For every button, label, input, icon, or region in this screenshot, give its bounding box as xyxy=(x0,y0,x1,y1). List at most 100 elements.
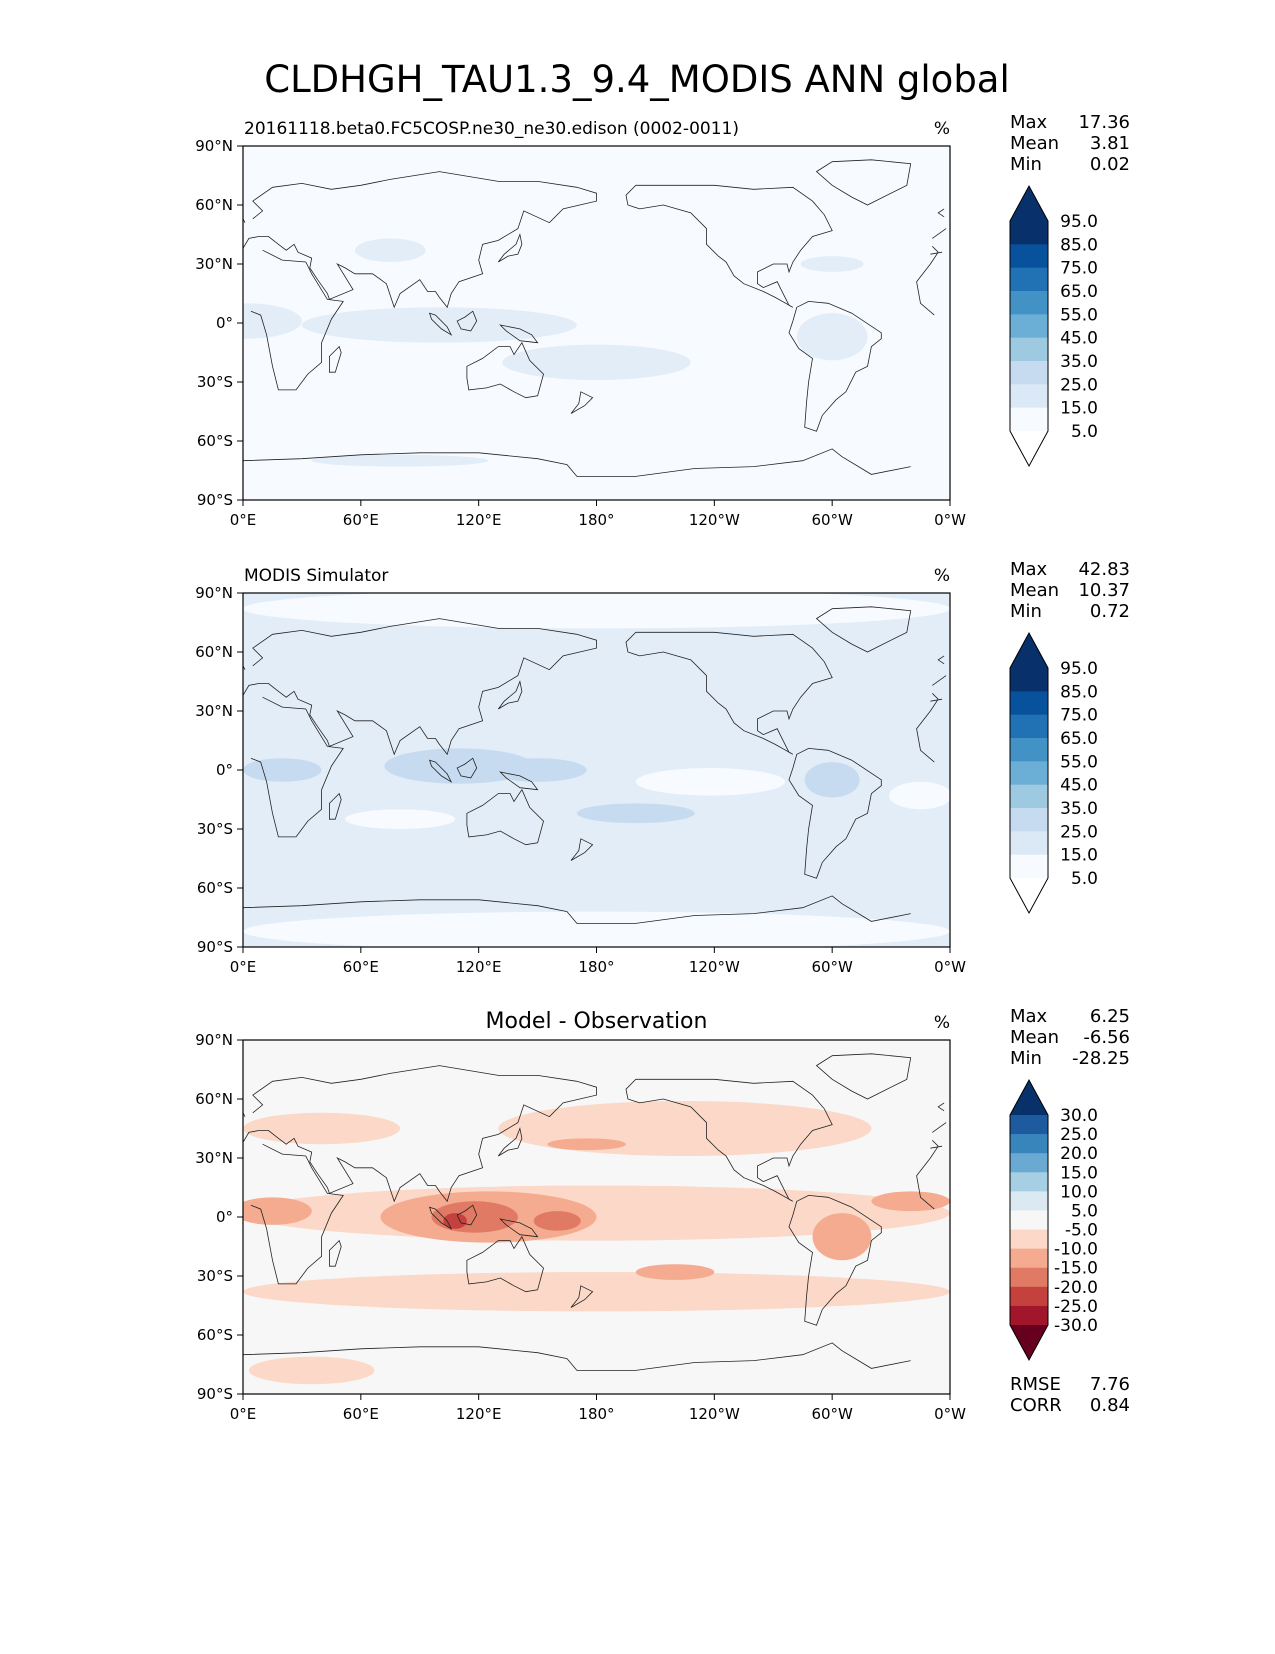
colorbar-tick-label: 85.0 xyxy=(1060,682,1098,702)
coastlines xyxy=(243,159,947,477)
eurasia-coastline-1 xyxy=(932,675,947,686)
page-title: CLDHGH_TAU1.3_9.4_MODIS ANN global xyxy=(264,58,1010,101)
colorbar-segment-2 xyxy=(1010,244,1048,269)
eurasia-coastline-2 xyxy=(243,618,597,756)
new-guinea-coastline xyxy=(499,324,539,344)
x-tick-label: 60°W xyxy=(811,958,853,976)
contour-region-7 xyxy=(311,454,489,467)
x-tick-label: 60°E xyxy=(343,1405,379,1423)
panel-title: MODIS Simulator xyxy=(244,566,388,586)
colorbar-segment-1 xyxy=(1010,221,1048,245)
colorbar: 30.025.020.015.010.05.0-5.0-10.0-15.0-20… xyxy=(1009,1078,1098,1362)
south-america-coastline xyxy=(788,1194,882,1326)
uk-coastline-3 xyxy=(937,208,945,218)
australia-coastline xyxy=(466,1235,544,1293)
y-tick-label: 0° xyxy=(216,314,233,332)
eurasia-coastline-3 xyxy=(932,246,939,253)
africa-coastline-2 xyxy=(250,249,344,391)
eurasia-coastline-2 xyxy=(243,171,597,309)
north-america-coastline xyxy=(625,1078,833,1202)
colorbar-segment-3 xyxy=(1010,267,1048,292)
australia-coastline xyxy=(466,788,544,846)
antarctica-coastline-1 xyxy=(243,1342,911,1371)
x-tick-label: 60°W xyxy=(811,511,853,529)
eurasia-coastline-1 xyxy=(932,228,947,239)
y-tick-label: 60°S xyxy=(197,432,233,450)
colorbar-under-extension xyxy=(1010,878,1048,913)
x-tick-label: 0°W xyxy=(934,1405,966,1423)
uk-coastline-3 xyxy=(937,655,945,665)
africa-coastline-3 xyxy=(916,698,939,763)
new-guinea-coastline xyxy=(499,1218,539,1238)
x-tick-label: 0°E xyxy=(230,1405,257,1423)
colorbar-tick-label: 15.0 xyxy=(1060,399,1098,419)
map-panel-3: Model - Observation % 0°E 60°E 120°E 180° 120°… xyxy=(195,1006,1130,1423)
x-tick-label: 120°W xyxy=(689,511,740,529)
antarctica-coastline-1 xyxy=(243,895,911,924)
colorbar-over-extension xyxy=(1010,1080,1048,1115)
x-tick-label: 180° xyxy=(578,511,614,529)
colorbar-segment-1 xyxy=(1010,1115,1048,1135)
colorbar: 95.0 85.0 75.0 65.0 55.0 45.0 35.0 25.0 15.0 5.0 xyxy=(1009,184,1098,468)
africa-coastline-2 xyxy=(250,1143,344,1285)
x-tick-label: 0°E xyxy=(230,511,257,529)
colorbar-outline xyxy=(1009,184,1049,468)
y-tick-label: 60°N xyxy=(195,1090,233,1108)
japan-coastline xyxy=(497,1127,523,1157)
colorbar-segment-8 xyxy=(1010,384,1048,409)
africa-coastline-3 xyxy=(916,1145,939,1210)
colorbar-segment-7 xyxy=(1010,1229,1048,1250)
stat-label-max: Max xyxy=(1010,559,1048,580)
y-tick-label: 30°S xyxy=(197,1267,233,1285)
y-tick-label: 90°N xyxy=(195,137,233,155)
y-tick-label: 30°S xyxy=(197,820,233,838)
new-zealand-coastline xyxy=(570,391,594,414)
contour-region-6 xyxy=(243,1197,312,1225)
colorbar-tick-label: 95.0 xyxy=(1060,659,1098,679)
x-tick-label: 0°E xyxy=(230,958,257,976)
colorbar-segment-3 xyxy=(1010,1153,1048,1173)
greenland-coastline xyxy=(815,159,912,206)
colorbar-tick-label: 75.0 xyxy=(1060,706,1098,726)
colorbar-segment-8 xyxy=(1010,1248,1048,1269)
colorbar-segment-3 xyxy=(1010,714,1048,739)
stat-value-max: 17.36 xyxy=(1078,112,1130,133)
colorbar-segment-5 xyxy=(1010,761,1048,786)
y-tick-label: 30°N xyxy=(195,702,233,720)
y-tick-label: 60°S xyxy=(197,1326,233,1344)
contour-region-9 xyxy=(871,1191,950,1212)
x-tick-label: 60°E xyxy=(343,511,379,529)
colorbar-tick-label: -20.0 xyxy=(1054,1278,1098,1298)
colorbar-segment-9 xyxy=(1010,854,1048,879)
borneo-coastline xyxy=(456,310,478,332)
stat-label-min: Min xyxy=(1010,154,1042,175)
contour-region-12 xyxy=(431,1201,518,1233)
south-america-coastline xyxy=(788,747,882,879)
colorbar-tick-label: 45.0 xyxy=(1060,776,1098,796)
africa-coastline-3 xyxy=(916,251,939,316)
north-america-coastline xyxy=(625,631,833,755)
y-tick-label: 60°S xyxy=(197,879,233,897)
borneo-coastline xyxy=(456,1204,478,1226)
colorbar-segment-6 xyxy=(1010,337,1048,362)
map-panel-1: 20161118.beta0.FC5COSP.ne30_ne30.edison … xyxy=(195,112,1130,529)
contour-region-5 xyxy=(248,1356,375,1385)
colorbar-segment-5 xyxy=(1010,1191,1048,1211)
contour-region-8 xyxy=(812,1213,872,1261)
contour-region-8 xyxy=(243,758,322,782)
colorbar-tick-label: 45.0 xyxy=(1060,329,1098,349)
x-tick-label: 0°W xyxy=(934,511,966,529)
contour-region-7 xyxy=(488,758,587,782)
stat-label-max: Max xyxy=(1010,1006,1048,1027)
colorbar-segment-7 xyxy=(1010,361,1048,385)
colorbar-over-extension xyxy=(1010,186,1048,221)
stat-label-mean: Mean xyxy=(1010,133,1059,154)
x-tick-label: 120°W xyxy=(689,958,740,976)
australia-coastline xyxy=(466,341,544,399)
colorbar-tick-label: -15.0 xyxy=(1054,1259,1098,1279)
stat-label-corr: CORR xyxy=(1010,1395,1062,1416)
stat-value-min: -28.25 xyxy=(1072,1048,1130,1069)
colorbar-segment-6 xyxy=(1010,1210,1048,1231)
contour-region-5 xyxy=(800,256,864,272)
